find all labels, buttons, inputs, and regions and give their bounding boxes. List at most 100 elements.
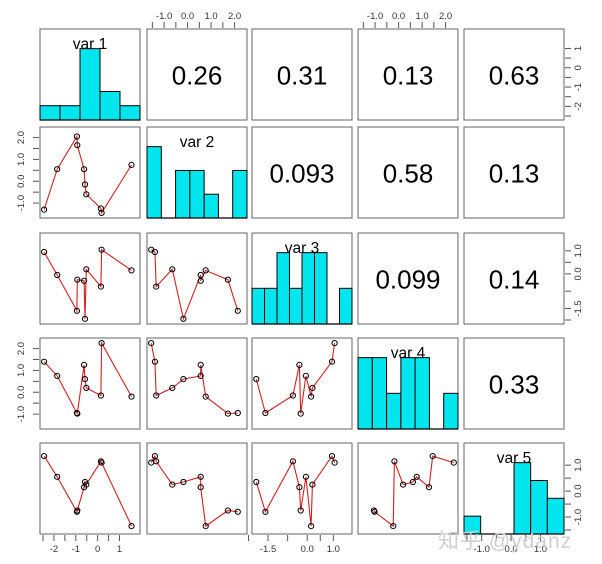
histogram-bar [232, 169, 248, 219]
panel-border [463, 28, 565, 121]
scatter-point [81, 361, 88, 368]
panel-r1-c3: 0.31 [251, 28, 353, 121]
scatter-point [289, 458, 296, 465]
scatter-point [54, 372, 61, 379]
scatter-point [74, 507, 81, 514]
diagonal-label: var 3 [285, 240, 319, 257]
histogram-var5 [463, 462, 565, 535]
axis-right-row1 [565, 47, 571, 117]
axis-tick-label: -1.0 [16, 195, 27, 211]
panel-r3-c2 [146, 232, 248, 325]
panel-border [146, 232, 248, 325]
axis-tick-label: 1.0 [204, 11, 217, 22]
histogram-bar [99, 90, 121, 121]
scatter-point [425, 484, 433, 491]
scatter-point [74, 276, 81, 283]
loess-smoother [373, 455, 454, 528]
scatter-point [309, 384, 316, 391]
correlation-value: 0.33 [489, 370, 540, 400]
axis-bottom-col1 [42, 535, 121, 541]
axis-tick-label: -1.0 [573, 509, 584, 525]
loess-smoother [43, 455, 132, 527]
axis-tick-label: 0.0 [573, 267, 584, 280]
scatter-point [253, 478, 260, 486]
axis-tick-label: 0.0 [392, 11, 405, 22]
scatter-point [83, 191, 90, 198]
histogram-bar [357, 357, 373, 430]
axis-tick-label: 1.0 [534, 544, 547, 555]
axis-tick-label: 0.0 [301, 544, 314, 555]
diagonal-label: var 4 [391, 345, 426, 362]
panel-r3-c4: 0.099 [357, 232, 459, 325]
loess-smoother [150, 454, 238, 528]
panel-r4-c5: 0.33 [463, 337, 565, 430]
scatter-point [308, 523, 315, 530]
histogram-bar [414, 357, 430, 430]
histogram-bar [39, 105, 61, 121]
correlation-value: 0.58 [383, 159, 434, 189]
scatter-point [202, 267, 209, 274]
histogram-bar [175, 169, 191, 219]
axis-tick-label: 0.0 [16, 386, 27, 399]
histogram-bar [203, 193, 219, 219]
histogram-bar [386, 392, 402, 430]
axis-left-row2 [33, 137, 39, 204]
scatter-point [81, 315, 89, 322]
correlation-value: 0.31 [277, 61, 328, 91]
scatter-point [197, 271, 204, 279]
scatter-point [148, 246, 155, 253]
scatter-point [409, 478, 416, 486]
axis-tick-label: 0 [95, 544, 100, 555]
axis-tick-label: 0 [573, 65, 584, 70]
scatter-point [328, 453, 336, 460]
scatter-point [73, 133, 81, 140]
scatter-point [262, 409, 269, 417]
loess-smoother [150, 249, 239, 321]
axis-top-col2 [151, 22, 236, 28]
panel-border [357, 126, 459, 219]
axis-tick-label: 2.0 [16, 131, 27, 144]
scatter-point [450, 459, 457, 466]
panel-r4-c2 [146, 337, 248, 430]
scatter-point [197, 361, 204, 368]
panel-border [463, 126, 565, 219]
scatter-point [296, 361, 303, 368]
axis-tick-label: 1.0 [573, 244, 584, 257]
scatter-point [390, 523, 397, 530]
scatter-point [54, 271, 61, 279]
scatter-point [83, 481, 90, 488]
correlation-value: 0.099 [375, 265, 440, 295]
panel-r1-c2: 0.26 [146, 28, 248, 121]
scatter-point [289, 392, 296, 399]
axis-top-col4 [362, 22, 447, 28]
correlation-value: 0.093 [269, 159, 334, 189]
scatter-point [429, 453, 436, 460]
axis-tick-label: 0.0 [16, 175, 27, 188]
scatter-point [81, 181, 89, 188]
scatter-point [413, 473, 420, 480]
axis-right-row3 [565, 250, 571, 321]
histogram-var3 [251, 252, 353, 325]
scatter-point [169, 481, 176, 488]
panel-r5-c2 [146, 442, 248, 535]
histogram-bar [276, 252, 290, 325]
histogram-bar [530, 479, 548, 535]
scatter-point [180, 315, 187, 322]
histogram-bar [119, 105, 141, 121]
histogram-var1 [39, 48, 141, 121]
scatter-point [224, 276, 231, 283]
scatter-point [54, 473, 61, 480]
scatter-point [234, 508, 241, 515]
histogram-bar [79, 48, 101, 121]
axis-tick-label: 1.0 [415, 11, 428, 22]
scatter-point [41, 358, 48, 365]
scatter-point [74, 142, 81, 149]
scatter-point [153, 283, 160, 290]
scatter-point [331, 340, 338, 347]
panel-border [251, 126, 353, 219]
panel-r5-c3 [251, 442, 353, 535]
scatter-point [234, 409, 241, 417]
scatter-point [224, 507, 231, 514]
axis-bottom-col3 [247, 535, 334, 541]
